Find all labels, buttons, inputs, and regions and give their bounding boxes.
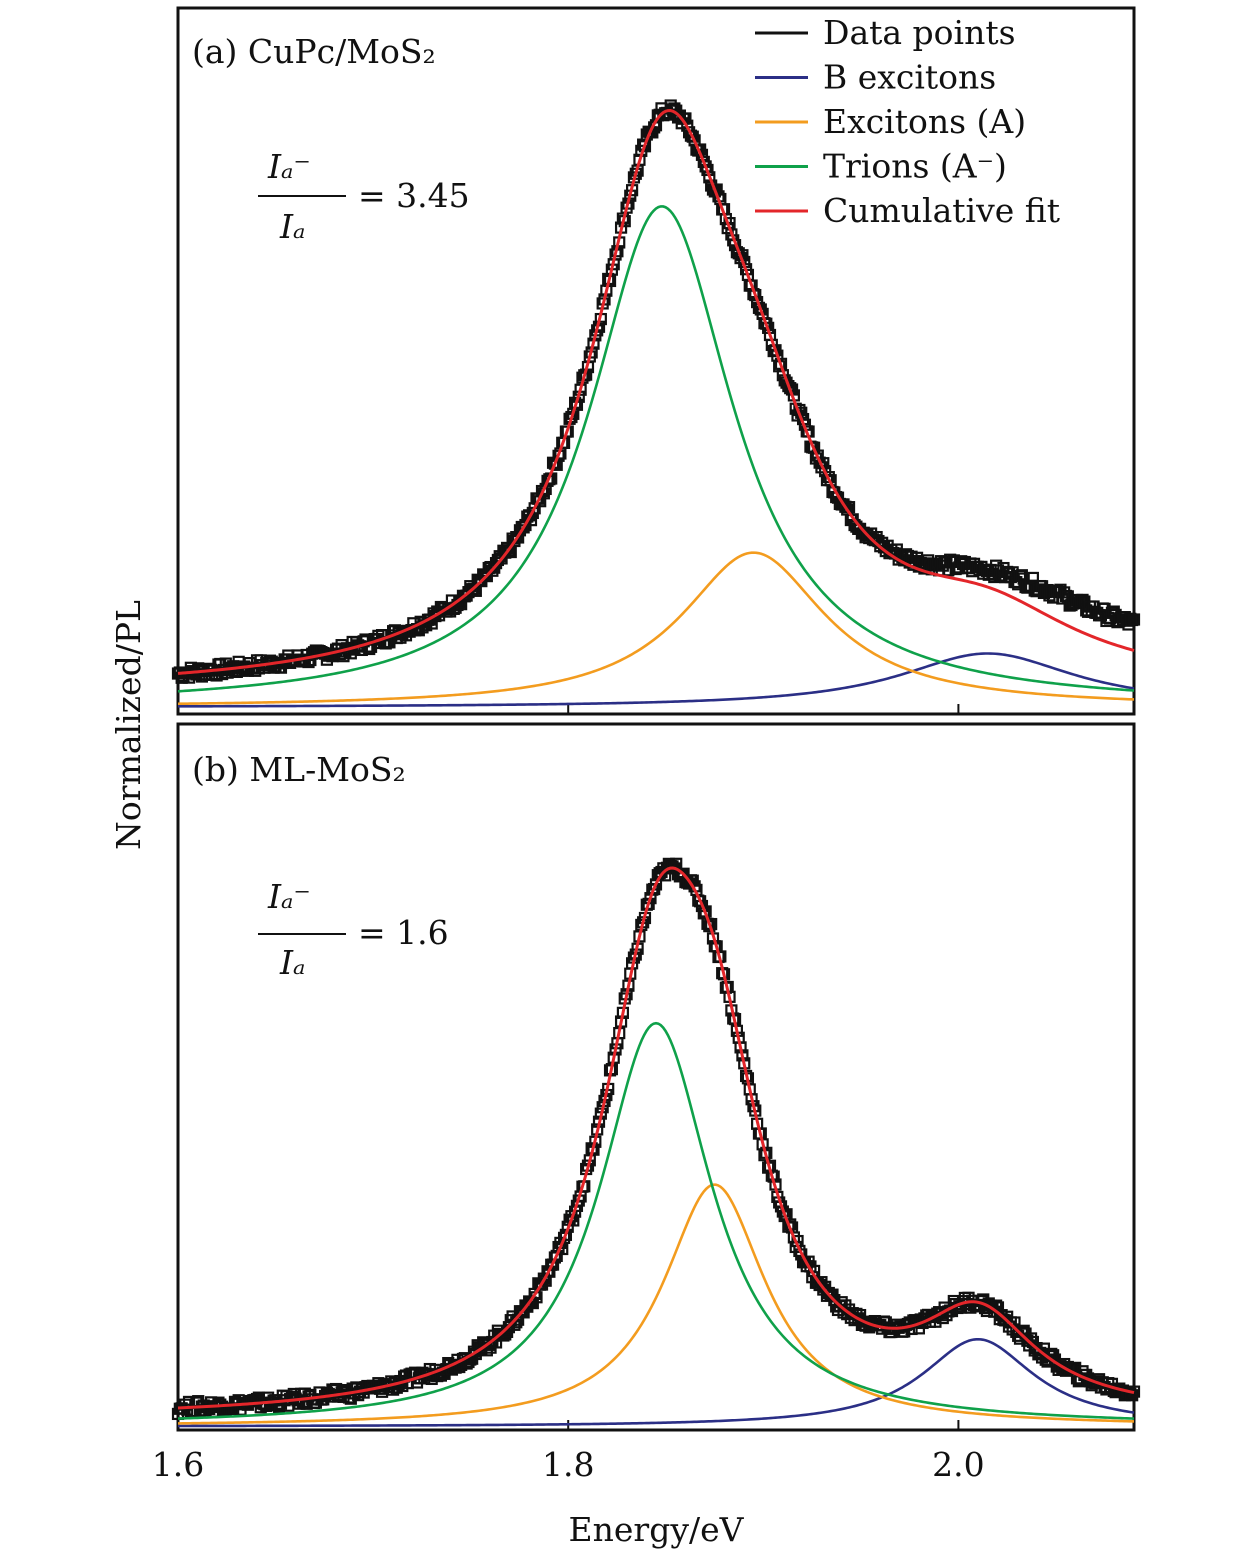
y-axis-title: Normalized/PL [109, 600, 148, 850]
panel-a-ratio-denominator: Iₐ [279, 207, 305, 246]
panel-b-data-point [1126, 1389, 1139, 1402]
x-tick-labels: 1.6 1.8 2.0 [152, 1445, 985, 1484]
legend: Data points B excitons Excitons (A) Trions … [755, 13, 1060, 230]
panel-b-b-excitons-line [177, 1337, 1135, 1428]
legend-label-excitons-a: Excitons (A) [823, 102, 1026, 141]
panel-a-data-points [171, 99, 1141, 684]
x-tick-label-2: 2.0 [932, 1445, 984, 1484]
panel-b-ratio-denominator: Iₐ [279, 943, 305, 982]
panel-a-data-point [749, 288, 762, 302]
panel-b-frame [176, 722, 1136, 1432]
panel-a-data-point [1127, 613, 1141, 626]
legend-label-b-excitons: B excitons [823, 58, 996, 97]
panel-b-cumulative-fit-line [177, 866, 1135, 1410]
panel-b-data-point [1124, 1387, 1137, 1400]
panel-a-frame [176, 6, 1136, 716]
panel-a-b-excitons-line [177, 652, 1135, 708]
panel-a-data-point [1026, 571, 1039, 585]
x-tick-label-0: 1.6 [152, 1445, 204, 1484]
panel-b-excitons-a-line [177, 1183, 1135, 1425]
panel-a-ratio-value: = 3.45 [358, 176, 470, 215]
panel-a-data-point [541, 474, 554, 487]
x-axis-title: Energy/eV [569, 1510, 745, 1549]
panel-a-label: (a) CuPc/MoS₂ [192, 32, 436, 71]
legend-label-cumulative-fit: Cumulative fit [823, 191, 1060, 230]
panel-b-ratio-value: = 1.6 [358, 913, 449, 952]
panel-b-data-point [543, 1265, 556, 1278]
panel-b-ratio-numerator: Iₐ⁻ [267, 877, 311, 916]
panel-a-ratio: Iₐ⁻ Iₐ = 3.45 [258, 147, 470, 246]
legend-label-data-points: Data points [823, 13, 1016, 52]
panel-b-ratio: Iₐ⁻ Iₐ = 1.6 [258, 877, 449, 982]
panel-a: (a) CuPc/MoS₂ Iₐ⁻ Iₐ = 3.45 Data points B… [171, 6, 1141, 716]
panel-a-trions-a-line [177, 205, 1135, 693]
panel-a-cumulative-fit-line [177, 109, 1135, 675]
panel-b: (b) ML-MoS₂ Iₐ⁻ Iₐ = 1.6 [171, 722, 1141, 1432]
panel-b-data-point [559, 1228, 573, 1241]
panel-a-ratio-numerator: Iₐ⁻ [267, 147, 311, 186]
x-tick-label-1: 1.8 [542, 1445, 594, 1484]
panel-b-data-point [795, 1248, 808, 1261]
panel-a-data-point [686, 130, 699, 143]
legend-label-trions-a: Trions (A⁻) [823, 147, 1007, 186]
panel-b-label: (b) ML-MoS₂ [192, 750, 406, 789]
panel-a-plot-area [171, 99, 1141, 708]
panel-b-data-points [171, 857, 1141, 1421]
panel-b-plot-area [171, 857, 1141, 1428]
panel-b-trions-a-line [177, 1021, 1135, 1420]
panel-a-excitons-a-line [177, 551, 1135, 706]
